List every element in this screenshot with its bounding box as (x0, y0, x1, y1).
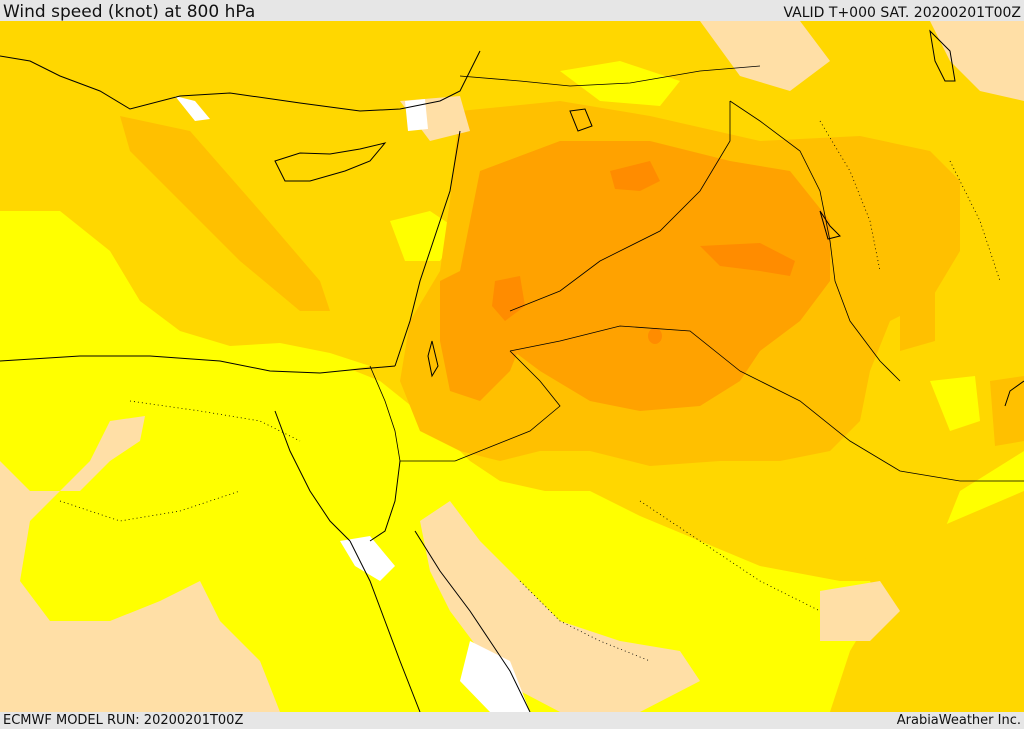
wind-field-fresh-iran (900, 266, 935, 351)
admin-border-4 (639, 500, 821, 612)
wind-field-very-low-egypt (0, 416, 280, 712)
footer-bar: ECMWF MODEL RUN: 20200201T00Z ArabiaWeat… (0, 712, 1024, 729)
border-turkey-syria (459, 65, 761, 87)
coastline-red-sea-east (414, 530, 531, 712)
border-iraq-saudi (739, 370, 1024, 482)
model-run-label: ECMWF MODEL RUN: 20200201T00Z (3, 713, 244, 728)
coastline-dead-sea (427, 340, 439, 378)
coastline-turkey (0, 50, 481, 112)
wind-field-low-west (0, 211, 370, 376)
wind-field-very-strong-2 (700, 243, 795, 276)
coastline-sinai-west (274, 410, 351, 542)
coastlines (0, 29, 1024, 712)
coastline-red-sea-west (349, 540, 421, 712)
wind-field-very-low-ne (930, 21, 1024, 101)
credit-label: ArabiaWeather Inc. (896, 713, 1021, 728)
wind-field-fresh-gulf (990, 376, 1024, 446)
admin-border-3 (519, 580, 651, 662)
border-iraq-iran (729, 100, 901, 382)
border-syria-iraq (509, 101, 731, 312)
wind-speed-map (0, 21, 1024, 712)
border-egypt-israel (369, 365, 401, 462)
wind-field-very-strong-3 (492, 276, 525, 321)
coastline-levant (394, 130, 461, 367)
wind-field-moderate-southeast (830, 491, 1024, 712)
wind-field-calm-anatolia (175, 96, 210, 121)
coastline-caspian (929, 29, 956, 82)
valid-time-label: VALID T+000 SAT. 20200201T00Z (783, 5, 1021, 21)
wind-field-strong-core (460, 141, 830, 411)
coastline-cyprus (274, 142, 387, 182)
border-jordan-saudi (454, 350, 561, 462)
wind-field-very-strong-4 (648, 328, 662, 344)
wind-field-calm-red-sea (460, 641, 530, 712)
wind-field-very-low-north (700, 21, 830, 91)
coastline-lake-urmia (819, 210, 841, 240)
coastline-egypt-north (0, 355, 396, 374)
wind-field-very-strong-1 (610, 161, 660, 191)
wind-field-fresh-med (120, 116, 330, 311)
coastline-persian-gulf (1004, 380, 1024, 407)
dotted-borders (59, 120, 1001, 662)
map-title: Wind speed (knot) at 800 hPa (3, 2, 256, 22)
header-bar: Wind speed (knot) at 800 hPa VALID T+000… (0, 0, 1024, 22)
wind-field-very-low-south (820, 581, 900, 641)
coastline-lake-van (569, 108, 593, 132)
border-jordan-iraq (509, 325, 741, 372)
wind-field-low-ne (930, 376, 980, 431)
wind-field-low-lebanon (390, 211, 460, 261)
wind-field-calm-gulf-of-suez (340, 536, 395, 581)
country-borders (369, 65, 1024, 482)
coastline-sinai-east (369, 460, 401, 542)
